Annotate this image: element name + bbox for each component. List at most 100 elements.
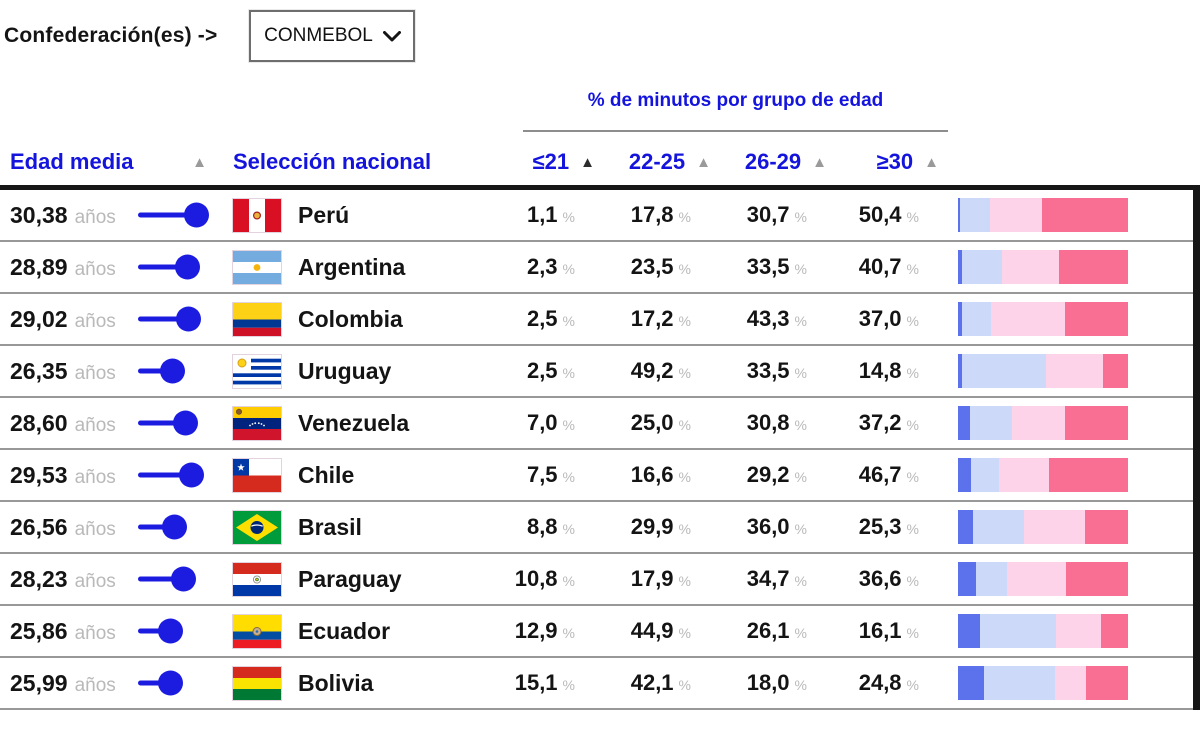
- column-header-seleccion-nacional[interactable]: Selección nacional: [233, 149, 432, 174]
- sort-asc-icon: ▲: [924, 153, 939, 171]
- bar-cell: [919, 666, 1193, 700]
- percent-sign: %: [906, 365, 919, 381]
- avg-age-unit: años: [74, 622, 116, 644]
- percent-sign: %: [794, 625, 807, 641]
- percent-sign: %: [906, 417, 919, 433]
- confederation-dropdown[interactable]: CONMEBOL: [249, 10, 416, 62]
- table-row: 28,89 años Argentina 2,3% 23,5% 33,5% 40,7%: [0, 242, 1193, 294]
- bar-segment-30-plus: [1058, 250, 1128, 284]
- percent-sign: %: [794, 521, 807, 537]
- sort-asc-icon: ▲: [580, 153, 595, 171]
- avg-age-cell: 30,38 años: [0, 202, 135, 229]
- bar-segment-22-25: [962, 302, 992, 336]
- percent-sign: %: [562, 469, 575, 485]
- table-row: 30,38 años Perú 1,1% 17,8% 30,7% 50,4%: [0, 190, 1193, 242]
- column-header-age-group-22-25[interactable]: 22-25 ▲: [595, 149, 711, 175]
- lollipop-dot: [157, 618, 183, 644]
- uruguay-flag-icon: [232, 353, 282, 389]
- chile-flag-icon: [232, 457, 282, 493]
- bar-cell: [919, 250, 1193, 284]
- percent-sign: %: [906, 469, 919, 485]
- confederation-dropdown-value: CONMEBOL: [264, 25, 373, 46]
- bar-segment-22-25: [976, 562, 1007, 596]
- pct-value: 49,2: [630, 358, 674, 383]
- pct-cell-22-25: 17,8%: [575, 202, 691, 228]
- bar-segment-26-29: [1056, 614, 1101, 648]
- bar-segment-22-25: [962, 354, 1046, 388]
- team-name: Venezuela: [298, 409, 410, 436]
- percent-sign: %: [794, 365, 807, 381]
- age-lollipop: [138, 254, 210, 280]
- pct-cell-22-25: 42,1%: [575, 670, 691, 696]
- team-name: Uruguay: [298, 357, 392, 384]
- percent-sign: %: [794, 209, 807, 225]
- lollipop-dot: [160, 358, 186, 384]
- percent-sign: %: [562, 365, 575, 381]
- bar-segment-26-29: [1045, 354, 1103, 388]
- bolivia-flag-icon: [232, 665, 282, 701]
- sort-asc-icon: ▲: [192, 153, 207, 171]
- pct-cell-26-29: 33,5%: [691, 254, 807, 280]
- bar-segment-26-29: [1001, 250, 1059, 284]
- bar-cell: [919, 302, 1193, 336]
- column-header-age-group-≥30[interactable]: ≥30 ▲: [827, 149, 939, 175]
- percent-sign: %: [562, 625, 575, 641]
- pct-value: 17,8: [630, 202, 674, 227]
- column-header-age-group-26-29[interactable]: 26-29 ▲: [711, 149, 827, 175]
- pct-cell-30-plus: 46,7%: [807, 462, 919, 488]
- stacked-bar: [958, 666, 1128, 700]
- pct-cell-30-plus: 36,6%: [807, 566, 919, 592]
- age-lollipop: [138, 306, 210, 332]
- percent-sign: %: [678, 365, 691, 381]
- lollipop-dot: [158, 670, 184, 696]
- pct-value: 26,1: [746, 618, 790, 643]
- percent-sign: %: [562, 313, 575, 329]
- pct-cell-26-29: 34,7%: [691, 566, 807, 592]
- pct-value: 18,0: [746, 670, 790, 695]
- avg-age-cell: 26,56 años: [0, 514, 135, 541]
- bar-segment-under-21: [958, 614, 980, 648]
- pct-value: 23,5: [630, 254, 674, 279]
- confederation-controls: Confederación(es) -> CONMEBOL: [4, 10, 416, 62]
- table-row: 26,56 años Brasil 8,8% 29,9% 36,0% 25,3%: [0, 502, 1193, 554]
- bar-segment-22-25: [970, 458, 999, 492]
- avg-age-unit: años: [74, 310, 116, 332]
- bar-segment-under-21: [958, 354, 963, 388]
- pct-value: 1,1: [526, 202, 558, 227]
- pct-cell-30-plus: 50,4%: [807, 202, 919, 228]
- column-header-edad-media[interactable]: Edad media ▲: [10, 149, 207, 174]
- percent-sign: %: [678, 209, 691, 225]
- pct-value: 29,2: [746, 462, 790, 487]
- bar-segment-22-25: [969, 406, 1013, 440]
- pct-value: 12,9: [514, 618, 558, 643]
- stacked-bar: [958, 302, 1128, 336]
- flag-cell: [232, 665, 285, 701]
- flag-cell: [232, 509, 285, 545]
- pct-value: 10,8: [514, 566, 558, 591]
- chevron-down-icon: [382, 30, 401, 41]
- percent-sign: %: [794, 573, 807, 589]
- age-lollipop: [138, 202, 210, 228]
- pct-cell-under-21: 2,5%: [460, 358, 575, 384]
- pct-value: 8,8: [526, 514, 558, 539]
- age-groups-underline: [523, 130, 948, 132]
- pct-value: 29,9: [630, 514, 674, 539]
- pct-value: 36,6: [858, 566, 902, 591]
- ecuador-flag-icon: [232, 613, 282, 649]
- pct-value: 2,5: [526, 358, 558, 383]
- colombia-flag-icon: [232, 301, 282, 337]
- pct-cell-26-29: 18,0%: [691, 670, 807, 696]
- brasil-flag-icon: [232, 509, 282, 545]
- bar-segment-26-29: [1055, 666, 1086, 700]
- sort-asc-icon: ▲: [696, 153, 711, 171]
- percent-sign: %: [562, 261, 575, 277]
- column-header-age-group-≤21[interactable]: ≤21 ▲: [480, 149, 595, 175]
- pct-value: 43,3: [746, 306, 790, 331]
- column-header-row: Edad media ▲ Selección nacional ≤21 ▲ 22-2…: [0, 142, 1200, 182]
- lollipop-dot: [171, 566, 197, 592]
- bar-segment-30-plus: [1084, 510, 1128, 544]
- lollipop-line: [138, 680, 171, 686]
- lollipop-dot: [183, 202, 209, 228]
- pct-cell-22-25: 16,6%: [575, 462, 691, 488]
- pct-value: 2,5: [526, 306, 558, 331]
